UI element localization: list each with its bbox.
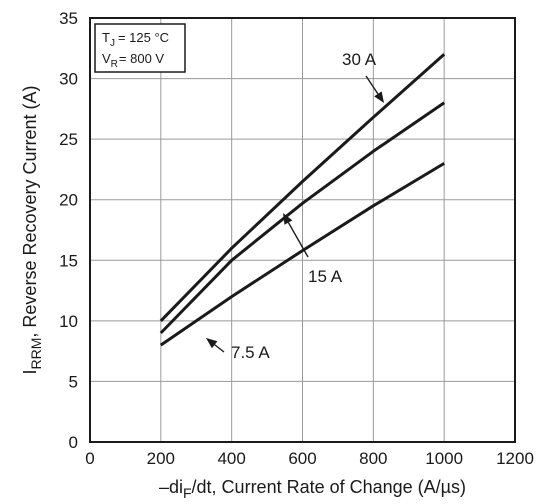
y-tick-label: 35	[59, 9, 78, 28]
annotation-leader-7-5a	[214, 344, 225, 353]
tj-symbol: T	[102, 30, 110, 45]
x-tick-label: 1200	[496, 449, 534, 468]
conditions-box: TJ = 125 °C VR= 800 V	[94, 23, 186, 73]
y-tick-label: 0	[69, 433, 78, 452]
y-tick-label: 30	[59, 70, 78, 89]
conditions-frame	[94, 23, 186, 73]
y-tick-label: 5	[69, 372, 78, 391]
vr-subscript: R	[111, 59, 118, 70]
tick-label-layer: 0 200 400 600 800 1000 1200 0 5 10 15 20 25 30 35	[59, 9, 534, 468]
y-tick-label: 10	[59, 312, 78, 331]
annotation-arrowhead-15a	[283, 213, 293, 225]
series-layer	[159, 53, 446, 347]
annotation-arrowhead-30a	[374, 91, 384, 103]
annotation-label-7-5a: 7.5 A	[231, 343, 270, 362]
x-axis-title-suffix: /dt, Current Rate of Change (A/µs)	[192, 477, 467, 497]
y-axis-title: IRRM, Reverse Recovery Current (A)	[20, 86, 44, 375]
series-line-15a	[159, 101, 446, 335]
condition-junction-temperature: TJ = 125 °C	[102, 30, 169, 49]
vr-value: = 800 V	[119, 51, 165, 66]
annotation-label-15a: 15 A	[308, 267, 343, 286]
plot-frame	[89, 17, 516, 443]
x-axis-title-subscript: F	[183, 485, 192, 501]
annotation-leader-15a	[287, 222, 309, 258]
tj-value: = 125 °C	[118, 30, 169, 45]
condition-reverse-voltage: VR= 800 V	[102, 51, 164, 70]
x-tick-label: 1000	[425, 449, 463, 468]
x-tick-label: 600	[288, 449, 316, 468]
y-axis-title-prefix: I	[20, 369, 40, 374]
annotation-leader-30a	[365, 75, 379, 95]
series-line-7-5a	[159, 162, 445, 347]
x-axis-title-prefix: –di	[159, 477, 183, 497]
tj-subscript: J	[110, 38, 115, 49]
y-axis-title-suffix: , Reverse Recovery Current (A)	[20, 86, 40, 338]
x-tick-label: 0	[85, 449, 94, 468]
y-tick-label: 15	[59, 251, 78, 270]
y-tick-label: 25	[59, 130, 78, 149]
vr-symbol: V	[102, 51, 111, 66]
grid-layer	[90, 18, 515, 442]
y-tick-label: 20	[59, 191, 78, 210]
x-tick-label: 200	[147, 449, 175, 468]
series-line-30a	[159, 53, 446, 322]
y-axis-title-subscript: RRM	[28, 338, 44, 370]
annotation-label-30a: 30 A	[342, 50, 377, 69]
x-tick-label: 400	[217, 449, 245, 468]
annotation-arrowhead-7-5a	[206, 338, 218, 349]
x-tick-label: 800	[359, 449, 387, 468]
x-axis-title: –diF/dt, Current Rate of Change (A/µs)	[159, 477, 466, 501]
